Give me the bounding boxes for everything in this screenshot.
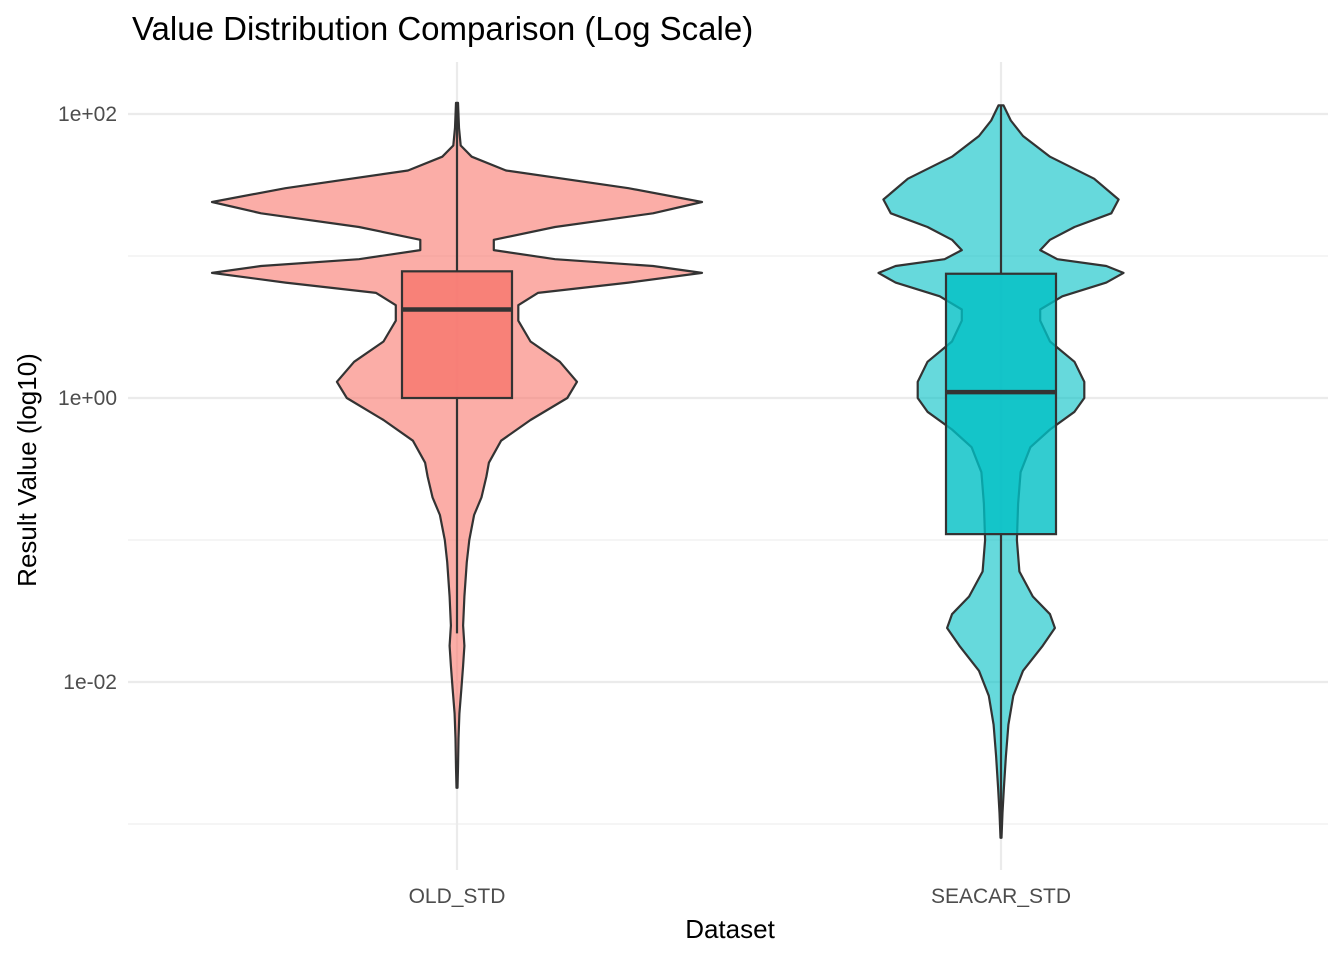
- chart-title: Value Distribution Comparison (Log Scale…: [132, 10, 753, 47]
- x-axis-tick-labels: OLD_STD SEACAR_STD: [409, 885, 1071, 908]
- x-tick-label: OLD_STD: [409, 885, 506, 908]
- y-tick-label: 1e+00: [58, 387, 117, 410]
- grid-lines: [128, 62, 1328, 870]
- y-tick-label: 1e-02: [63, 671, 117, 694]
- box-old_std: [400, 270, 514, 400]
- x-tick-label: SEACAR_STD: [931, 885, 1071, 908]
- x-axis-title: Dataset: [685, 914, 775, 944]
- box-seacar_std: [944, 272, 1058, 536]
- y-tick-label: 1e+02: [58, 103, 117, 126]
- y-axis-tick-labels: 1e-02 1e+00 1e+02: [58, 103, 117, 694]
- y-axis-title: Result Value (log10): [12, 353, 42, 587]
- plot-area: [210, 101, 1125, 839]
